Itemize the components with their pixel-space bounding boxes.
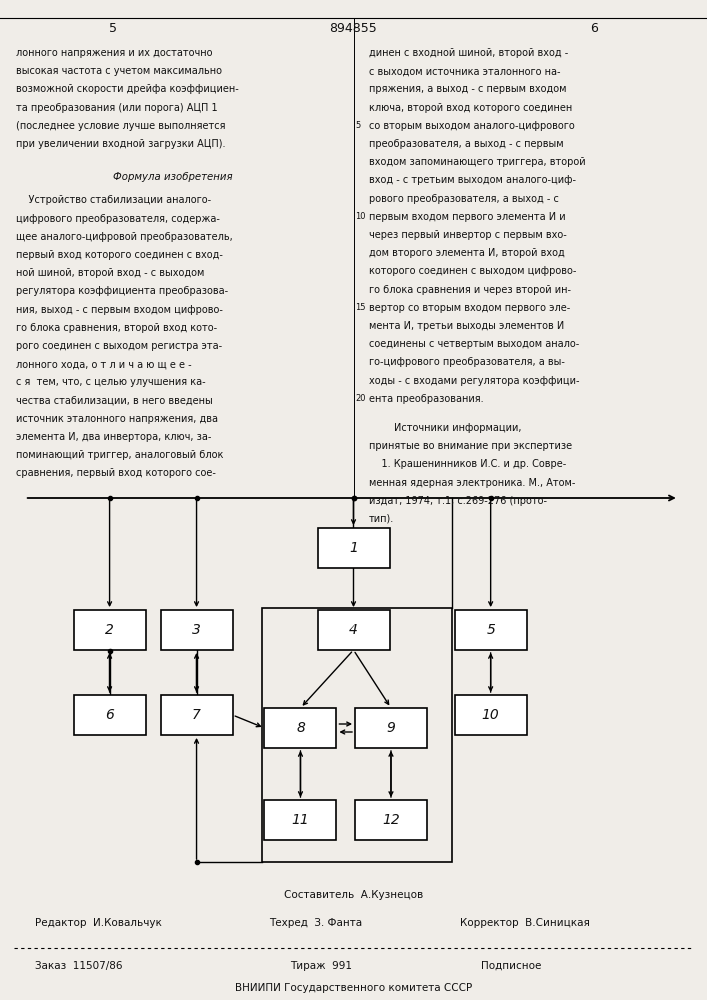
Text: ключа, второй вход которого соединен: ключа, второй вход которого соединен bbox=[369, 103, 572, 113]
Text: ходы - с входами регулятора коэффици-: ходы - с входами регулятора коэффици- bbox=[369, 376, 580, 386]
Bar bbox=[355, 708, 427, 748]
Text: чества стабилизации, в него введены: чества стабилизации, в него введены bbox=[16, 396, 212, 406]
Text: го блока сравнения, второй вход кото-: го блока сравнения, второй вход кото- bbox=[16, 323, 216, 333]
Text: 10: 10 bbox=[481, 708, 500, 722]
Text: Составитель  А.Кузнецов: Составитель А.Кузнецов bbox=[284, 890, 423, 900]
Text: 9: 9 bbox=[387, 721, 395, 735]
Bar bbox=[74, 695, 146, 735]
Text: 10: 10 bbox=[355, 212, 366, 221]
Text: лонного напряжения и их достаточно: лонного напряжения и их достаточно bbox=[16, 48, 212, 58]
Text: регулятора коэффициента преобразова-: регулятора коэффициента преобразова- bbox=[16, 286, 228, 296]
Text: рого соединен с выходом регистра эта-: рого соединен с выходом регистра эта- bbox=[16, 341, 222, 351]
Text: со вторым выходом аналого-цифрового: со вторым выходом аналого-цифрового bbox=[369, 121, 575, 131]
Text: высокая частота с учетом максимально: высокая частота с учетом максимально bbox=[16, 66, 221, 76]
Text: преобразователя, а выход - с первым: преобразователя, а выход - с первым bbox=[369, 139, 563, 149]
Text: Тираж  991: Тираж 991 bbox=[290, 961, 352, 971]
Text: ной шиной, второй вход - с выходом: ной шиной, второй вход - с выходом bbox=[16, 268, 204, 278]
Text: дом второго элемента И, второй вход: дом второго элемента И, второй вход bbox=[369, 248, 565, 258]
Text: динен с входной шиной, второй вход -: динен с входной шиной, второй вход - bbox=[369, 48, 568, 58]
Text: пряжения, а выход - с первым входом: пряжения, а выход - с первым входом bbox=[369, 84, 566, 94]
Text: цифрового преобразователя, содержа-: цифрового преобразователя, содержа- bbox=[16, 214, 219, 224]
Text: вертор со вторым входом первого эле-: вертор со вторым входом первого эле- bbox=[369, 303, 571, 313]
Bar bbox=[264, 708, 337, 748]
Text: ния, выход - с первым входом цифрово-: ния, выход - с первым входом цифрово- bbox=[16, 305, 223, 315]
Bar bbox=[355, 800, 427, 840]
Text: 5: 5 bbox=[355, 121, 360, 130]
Text: 20: 20 bbox=[355, 394, 366, 403]
Bar bbox=[262, 608, 452, 862]
Text: го блока сравнения и через второй ин-: го блока сравнения и через второй ин- bbox=[369, 285, 571, 295]
Bar bbox=[264, 800, 337, 840]
Text: при увеличении входной загрузки АЦП).: при увеличении входной загрузки АЦП). bbox=[16, 139, 225, 149]
Text: 7: 7 bbox=[192, 708, 201, 722]
Bar bbox=[317, 610, 390, 650]
Text: Заказ  11507/86: Заказ 11507/86 bbox=[35, 961, 123, 971]
Text: 8: 8 bbox=[296, 721, 305, 735]
Text: с выходом источника эталонного на-: с выходом источника эталонного на- bbox=[369, 66, 561, 76]
Text: (последнее условие лучше выполняется: (последнее условие лучше выполняется bbox=[16, 121, 225, 131]
Text: входом запоминающего триггера, второй: входом запоминающего триггера, второй bbox=[369, 157, 585, 167]
Text: возможной скорости дрейфа коэффициен-: возможной скорости дрейфа коэффициен- bbox=[16, 84, 238, 94]
Bar bbox=[160, 610, 233, 650]
Text: первый вход которого соединен с вход-: первый вход которого соединен с вход- bbox=[16, 250, 223, 260]
Text: элемента И, два инвертора, ключ, за-: элемента И, два инвертора, ключ, за- bbox=[16, 432, 211, 442]
Text: го-цифрового преобразователя, а вы-: го-цифрового преобразователя, а вы- bbox=[369, 357, 565, 367]
Text: 15: 15 bbox=[355, 303, 366, 312]
Text: 6: 6 bbox=[105, 708, 114, 722]
Bar bbox=[455, 695, 527, 735]
Text: поминающий триггер, аналоговый блок: поминающий триггер, аналоговый блок bbox=[16, 450, 223, 460]
Text: щее аналого-цифровой преобразователь,: щее аналого-цифровой преобразователь, bbox=[16, 232, 233, 242]
Text: 12: 12 bbox=[382, 813, 400, 827]
Text: принятые во внимание при экспертизе: принятые во внимание при экспертизе bbox=[369, 441, 572, 451]
Text: вход - с третьим выходом аналого-циф-: вход - с третьим выходом аналого-циф- bbox=[369, 175, 576, 185]
Bar bbox=[74, 610, 146, 650]
Text: 5: 5 bbox=[486, 623, 495, 637]
Text: ента преобразования.: ента преобразования. bbox=[369, 394, 484, 404]
Text: соединены с четвертым выходом анало-: соединены с четвертым выходом анало- bbox=[369, 339, 579, 349]
Text: через первый инвертор с первым вхо-: через первый инвертор с первым вхо- bbox=[369, 230, 567, 240]
Text: ВНИИПИ Государственного комитета СССР: ВНИИПИ Государственного комитета СССР bbox=[235, 983, 472, 993]
Text: менная ядерная электроника. М., Атом-: менная ядерная электроника. М., Атом- bbox=[369, 478, 575, 488]
Text: Устройство стабилизации аналого-: Устройство стабилизации аналого- bbox=[16, 195, 211, 205]
Text: 894855: 894855 bbox=[329, 21, 378, 34]
Text: Источники информации,: Источники информации, bbox=[369, 423, 522, 433]
Text: 6: 6 bbox=[590, 21, 598, 34]
Text: 3: 3 bbox=[192, 623, 201, 637]
Text: которого соединен с выходом цифрово-: которого соединен с выходом цифрово- bbox=[369, 266, 576, 276]
Bar bbox=[160, 695, 233, 735]
Text: мента И, третьи выходы элементов И: мента И, третьи выходы элементов И bbox=[369, 321, 564, 331]
Text: тип).: тип). bbox=[369, 514, 395, 524]
Text: издат, 1974, т.1, с.269-276 (прото-: издат, 1974, т.1, с.269-276 (прото- bbox=[369, 496, 547, 506]
Text: 5: 5 bbox=[109, 21, 117, 34]
Text: 1: 1 bbox=[349, 541, 358, 555]
Text: 11: 11 bbox=[291, 813, 310, 827]
Text: Редактор  И.Ковальчук: Редактор И.Ковальчук bbox=[35, 918, 162, 928]
Text: сравнения, первый вход которого сое-: сравнения, первый вход которого сое- bbox=[16, 468, 216, 478]
Text: первым входом первого элемента И и: первым входом первого элемента И и bbox=[369, 212, 566, 222]
Text: Формула изобретения: Формула изобретения bbox=[113, 172, 233, 182]
Text: с я  тем, что, с целью улучшения ка-: с я тем, что, с целью улучшения ка- bbox=[16, 377, 205, 387]
Text: Подписное: Подписное bbox=[481, 961, 541, 971]
Text: лонного хода, о т л и ч а ю щ е е -: лонного хода, о т л и ч а ю щ е е - bbox=[16, 359, 191, 369]
Text: Корректор  В.Синицкая: Корректор В.Синицкая bbox=[460, 918, 590, 928]
Bar bbox=[455, 610, 527, 650]
Text: источник эталонного напряжения, два: источник эталонного напряжения, два bbox=[16, 414, 218, 424]
Text: 4: 4 bbox=[349, 623, 358, 637]
Text: Техред  З. Фанта: Техред З. Фанта bbox=[269, 918, 362, 928]
Text: 1. Крашенинников И.С. и др. Совре-: 1. Крашенинников И.С. и др. Совре- bbox=[369, 459, 566, 469]
Text: 2: 2 bbox=[105, 623, 114, 637]
Text: рового преобразователя, а выход - с: рового преобразователя, а выход - с bbox=[369, 194, 559, 204]
Bar bbox=[317, 528, 390, 568]
Text: та преобразования (или порога) АЦП 1: та преобразования (или порога) АЦП 1 bbox=[16, 103, 217, 113]
